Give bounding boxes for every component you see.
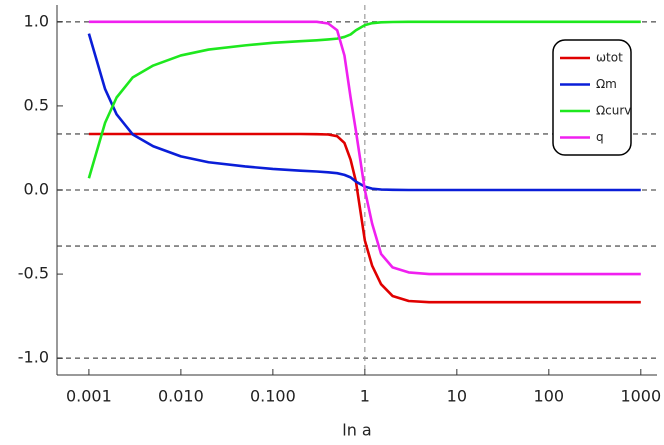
legend-label: Ωcurv	[596, 104, 631, 118]
x-axis-label: ln a	[342, 421, 371, 440]
x-tick-label: 0.001	[66, 387, 112, 406]
y-tick-label: 0.0	[24, 180, 49, 199]
y-tick-label: 0.5	[24, 95, 49, 114]
series-line	[88, 132, 641, 304]
y-tick-label: -0.5	[18, 264, 49, 283]
series-line	[87, 20, 641, 179]
y-tick-label: -1.0	[18, 348, 49, 367]
x-tick-label: 0.100	[250, 387, 296, 406]
x-tick-label: 1	[360, 387, 370, 406]
x-tick-label: 10	[447, 387, 467, 406]
x-tick-label: 100	[534, 387, 565, 406]
y-tick-label: 1.0	[24, 11, 49, 30]
legend-label: q	[596, 130, 604, 144]
x-tick-label: 1000	[620, 387, 661, 406]
legend-label: Ωm	[596, 77, 617, 91]
series-line	[87, 33, 641, 192]
legend: ωtot Ωm Ωcurv q	[552, 39, 632, 156]
legend-box	[552, 39, 632, 156]
x-tick-label: 0.010	[158, 387, 204, 406]
series-line	[88, 20, 641, 276]
legend-label: ωtot	[596, 51, 623, 65]
